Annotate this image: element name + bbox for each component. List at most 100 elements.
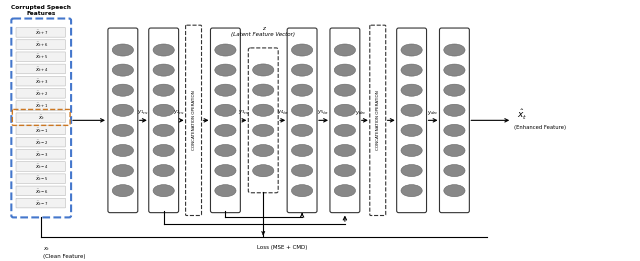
Text: $y_{1_{enc}}$: $y_{1_{enc}}$ (137, 108, 149, 116)
Text: $\tilde{x}_{t-1}$: $\tilde{x}_{t-1}$ (35, 126, 48, 135)
FancyBboxPatch shape (16, 113, 65, 122)
FancyBboxPatch shape (16, 88, 65, 98)
Text: $\tilde{x}_{t+1}$: $\tilde{x}_{t+1}$ (35, 101, 48, 110)
Ellipse shape (401, 124, 422, 137)
Ellipse shape (291, 104, 313, 116)
Text: $\tilde{x}_{t+6}$: $\tilde{x}_{t+6}$ (35, 40, 48, 49)
FancyBboxPatch shape (248, 48, 278, 193)
Ellipse shape (253, 165, 274, 177)
Text: $y_{dec}$: $y_{dec}$ (355, 109, 367, 116)
Text: Loss (MSE + CMD): Loss (MSE + CMD) (257, 245, 308, 250)
Ellipse shape (112, 44, 134, 56)
Ellipse shape (334, 144, 355, 157)
Text: $\tilde{x}_{t+2}$: $\tilde{x}_{t+2}$ (35, 89, 48, 98)
FancyBboxPatch shape (211, 28, 241, 213)
FancyBboxPatch shape (16, 125, 65, 135)
Ellipse shape (153, 44, 174, 56)
Ellipse shape (334, 84, 355, 96)
Text: $y_{2_{enc}}$: $y_{2_{enc}}$ (173, 108, 185, 116)
Ellipse shape (291, 84, 313, 96)
Text: $\tilde{x}_{t+4}$: $\tilde{x}_{t+4}$ (35, 65, 48, 74)
FancyBboxPatch shape (16, 174, 65, 183)
Ellipse shape (444, 104, 465, 116)
Ellipse shape (215, 84, 236, 96)
Ellipse shape (253, 145, 274, 157)
FancyBboxPatch shape (16, 150, 65, 159)
Ellipse shape (215, 164, 236, 177)
FancyBboxPatch shape (16, 52, 65, 62)
Ellipse shape (253, 64, 274, 76)
Text: $\tilde{x}_{t+3}$: $\tilde{x}_{t+3}$ (35, 77, 48, 86)
Text: $\tilde{x}_{t+7}$: $\tilde{x}_{t+7}$ (35, 28, 48, 37)
Ellipse shape (444, 44, 465, 56)
Ellipse shape (112, 84, 134, 96)
FancyBboxPatch shape (16, 64, 65, 74)
Ellipse shape (215, 144, 236, 157)
FancyBboxPatch shape (287, 28, 317, 213)
Ellipse shape (291, 64, 313, 76)
Text: CONCATENATION OPERATION: CONCATENATION OPERATION (191, 91, 196, 150)
Ellipse shape (291, 144, 313, 157)
Ellipse shape (253, 124, 274, 137)
Ellipse shape (153, 64, 174, 76)
Ellipse shape (444, 124, 465, 137)
Ellipse shape (444, 84, 465, 96)
FancyBboxPatch shape (16, 101, 65, 110)
Text: $\tilde{x}_{t-7}$: $\tilde{x}_{t-7}$ (35, 199, 48, 208)
FancyBboxPatch shape (12, 19, 71, 217)
Ellipse shape (153, 84, 174, 96)
Ellipse shape (401, 144, 422, 157)
Ellipse shape (334, 104, 355, 116)
Ellipse shape (215, 64, 236, 76)
Text: $y_{dec}$: $y_{dec}$ (427, 109, 439, 116)
Ellipse shape (291, 164, 313, 177)
FancyBboxPatch shape (16, 186, 65, 196)
FancyBboxPatch shape (16, 28, 65, 37)
Text: $\tilde{x}_{t-4}$: $\tilde{x}_{t-4}$ (35, 162, 48, 171)
Ellipse shape (112, 104, 134, 116)
Ellipse shape (401, 185, 422, 197)
Ellipse shape (334, 44, 355, 56)
Ellipse shape (112, 144, 134, 157)
Ellipse shape (215, 104, 236, 116)
Text: (Enhanced Feature): (Enhanced Feature) (514, 124, 566, 129)
Text: $x_t$
(Clean Feature): $x_t$ (Clean Feature) (44, 245, 86, 259)
FancyBboxPatch shape (16, 40, 65, 49)
Text: $\tilde{x}_{t-6}$: $\tilde{x}_{t-6}$ (35, 187, 48, 195)
Ellipse shape (334, 64, 355, 76)
Text: $y_{3_{enc}}$: $y_{3_{enc}}$ (238, 108, 250, 116)
FancyBboxPatch shape (148, 28, 179, 213)
Ellipse shape (401, 44, 422, 56)
Ellipse shape (215, 185, 236, 197)
Text: $\hat{x}_t$: $\hat{x}_t$ (517, 108, 527, 122)
Ellipse shape (401, 84, 422, 96)
Text: $\tilde{x}_t$: $\tilde{x}_t$ (38, 114, 45, 122)
Text: $\tilde{x}_{t-3}$: $\tilde{x}_{t-3}$ (35, 150, 48, 159)
Ellipse shape (153, 104, 174, 116)
Ellipse shape (291, 44, 313, 56)
Ellipse shape (153, 164, 174, 177)
Ellipse shape (112, 64, 134, 76)
FancyBboxPatch shape (16, 162, 65, 171)
FancyBboxPatch shape (108, 28, 138, 213)
FancyBboxPatch shape (16, 137, 65, 147)
Text: $\tilde{x}_{t+5}$: $\tilde{x}_{t+5}$ (35, 52, 48, 61)
Ellipse shape (112, 164, 134, 177)
Ellipse shape (444, 185, 465, 197)
Ellipse shape (153, 124, 174, 137)
Ellipse shape (401, 64, 422, 76)
Text: $\tilde{x}_{t-5}$: $\tilde{x}_{t-5}$ (35, 174, 48, 183)
Ellipse shape (112, 124, 134, 137)
Ellipse shape (401, 104, 422, 116)
Ellipse shape (153, 144, 174, 157)
Ellipse shape (334, 164, 355, 177)
Text: Corrupted Speech
Features: Corrupted Speech Features (12, 5, 71, 16)
Text: $\tilde{x}_{t-2}$: $\tilde{x}_{t-2}$ (35, 138, 48, 147)
Text: $y_{4_{dec}}$: $y_{4_{dec}}$ (276, 108, 289, 116)
Ellipse shape (253, 104, 274, 116)
Ellipse shape (334, 185, 355, 197)
Text: CONCATENATION OPERATION: CONCATENATION OPERATION (376, 91, 380, 150)
FancyBboxPatch shape (16, 76, 65, 86)
Ellipse shape (253, 84, 274, 96)
Ellipse shape (444, 144, 465, 157)
